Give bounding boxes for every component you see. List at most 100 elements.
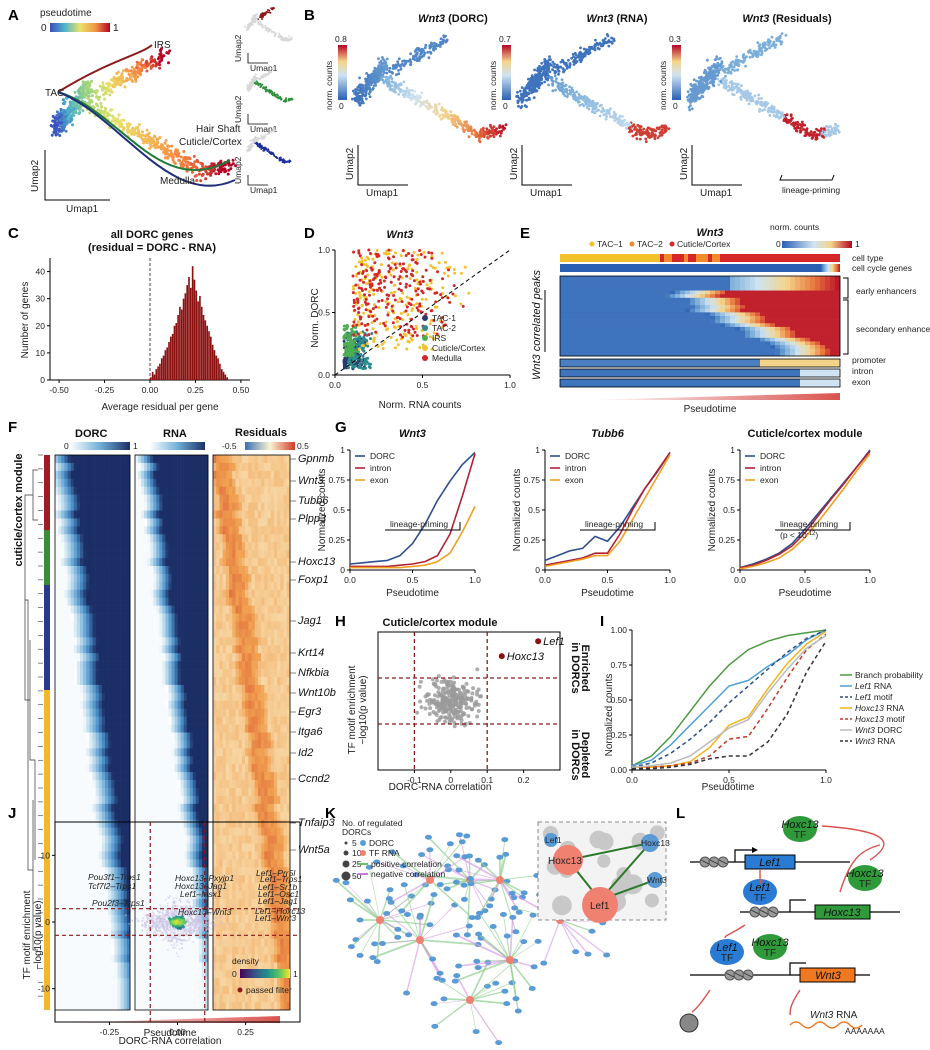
f-rna-cell <box>162 566 166 575</box>
f-rna-cell <box>156 510 160 519</box>
f-dorc-cell <box>101 455 106 464</box>
e-peak-cell <box>740 352 746 357</box>
f-rna-cell <box>153 716 157 725</box>
d-point-cuticlecortex <box>364 263 368 267</box>
e-peak-cell <box>605 337 611 342</box>
f-rna-cell <box>198 534 203 543</box>
e-peak-cell <box>685 279 691 284</box>
f-res-cell <box>219 629 223 638</box>
e-peak-cell <box>645 276 651 280</box>
e-exon-cell <box>620 379 626 387</box>
e-peak-cell <box>790 294 796 299</box>
f-dorc-cell <box>83 669 87 678</box>
d-point-tac2 <box>360 340 364 344</box>
f-res-cell <box>277 518 281 527</box>
e-peak-cell <box>780 286 786 291</box>
f-res-cell <box>257 637 262 646</box>
f-res-cell <box>229 716 233 725</box>
f-dorc-cell <box>123 613 128 622</box>
f-rna-cell <box>141 724 145 733</box>
e-peak-cell <box>775 279 781 284</box>
f-res-cell <box>251 518 256 527</box>
e-peak-cell <box>795 308 801 313</box>
f-rna-cell <box>162 518 166 527</box>
e-peak-cell <box>625 330 631 335</box>
f-dorc-cell <box>105 486 109 495</box>
e-celltype-cell <box>608 254 612 262</box>
d-point-medulla <box>398 282 402 286</box>
e-peak-cell <box>700 312 706 317</box>
e-peak-cell <box>565 297 571 302</box>
f-rna-cell <box>186 589 191 599</box>
f-rna-cell <box>165 637 169 646</box>
f-rna-cell <box>168 581 172 591</box>
e-peak-cell <box>765 334 771 339</box>
d-point-irs <box>350 330 354 334</box>
e-peak-cell <box>610 305 616 310</box>
e-peak-cell <box>820 345 826 350</box>
f-dorc-cell <box>86 692 90 702</box>
e-peak-cell <box>775 290 781 295</box>
e-peak-cell <box>650 319 656 324</box>
d-point-cuticlecortex <box>356 283 360 287</box>
f-dorc-cell <box>55 486 59 495</box>
f-res-cell <box>219 502 223 511</box>
f-rna-cell <box>195 629 200 638</box>
f-rna-cell <box>198 684 203 694</box>
e-exon-cell <box>820 379 826 387</box>
f-dorc-cell <box>123 684 128 694</box>
f-rna-cell <box>165 494 169 503</box>
e-peak-cell <box>695 326 701 331</box>
e-xlabel: Pseudotime <box>684 404 737 415</box>
f-dorc-cell <box>61 613 65 622</box>
f-res-cell <box>241 478 246 488</box>
f-res-cell <box>229 478 233 488</box>
f-dorc-cell <box>89 526 93 535</box>
e-peak-cell <box>790 323 796 328</box>
f-dorc-cell <box>70 455 75 464</box>
f-dorc-cell <box>67 716 71 725</box>
f-res-cell <box>241 566 246 575</box>
f-res-cell <box>213 502 217 511</box>
e-peak-cell <box>830 334 836 339</box>
f-res-cell <box>264 518 268 527</box>
f-dorc-cell <box>70 637 75 646</box>
e-peak-cell <box>660 330 666 335</box>
e-celltype-cell <box>564 254 568 262</box>
f-res-cell <box>254 581 259 591</box>
b-title-3: Wnt3 (Residuals) <box>742 13 832 25</box>
f-dorc-cell <box>120 510 125 519</box>
e-peak-cell <box>800 312 806 317</box>
f-rna-cell <box>141 653 145 662</box>
f-rna-cell <box>135 613 139 622</box>
e-peak-cell <box>750 319 756 324</box>
f-rna-cell <box>204 637 209 646</box>
e-peak-cell <box>590 286 596 291</box>
d-point-cuticlecortex <box>410 309 414 313</box>
f-dorc-cell <box>126 526 131 535</box>
e-peak-cell <box>605 305 611 310</box>
b-ylabel-3: Umap2 <box>679 147 690 180</box>
f-res-cell <box>248 558 252 567</box>
f-res-cell <box>248 550 252 559</box>
f-dorc-cell <box>86 462 90 472</box>
f-res-cell <box>280 462 284 472</box>
f-dorc-cell <box>55 470 59 480</box>
e-peak-cell <box>820 297 826 302</box>
f-res-cell <box>232 502 236 511</box>
f-res-cell <box>286 621 291 630</box>
e-peak-cell <box>560 312 566 317</box>
f-rna-cell <box>192 534 197 543</box>
f-res-cell <box>248 724 252 733</box>
f-dorc-cell <box>111 724 115 733</box>
f-res-cell <box>229 542 233 551</box>
f-dorc-cell <box>95 494 100 503</box>
e-peak-cell <box>715 352 721 357</box>
f-res-cell <box>270 661 275 670</box>
f-dorc-cell <box>70 684 75 694</box>
e-peak-cell <box>635 316 641 320</box>
e-peak-cell <box>710 323 716 328</box>
e-peak-cell <box>600 345 606 350</box>
f-res-cell <box>267 494 272 503</box>
f-rna-cell <box>165 629 169 638</box>
